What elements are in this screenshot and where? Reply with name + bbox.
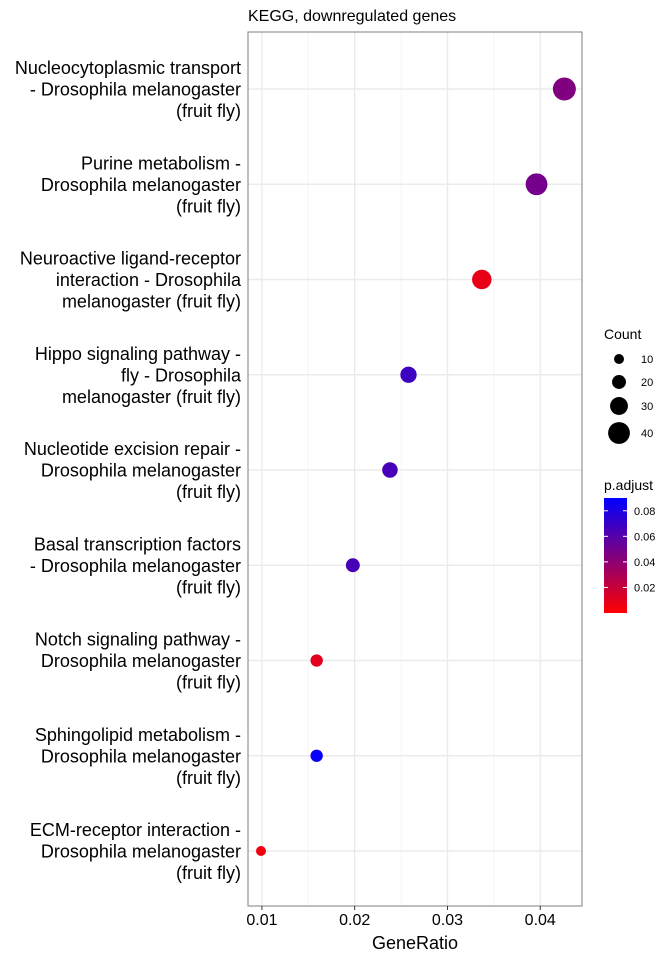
y-tick-label: Purine metabolism -Drosophila melanogast… (41, 153, 241, 216)
data-point (310, 654, 323, 667)
y-tick-label-line: melanogaster (fruit fly) (62, 292, 241, 312)
data-point (255, 846, 266, 856)
x-tick-label: 0.02 (339, 912, 370, 929)
color-legend-label: 0.04 (634, 557, 655, 569)
y-tick-label: ECM-receptor interaction -Drosophila mel… (30, 820, 241, 883)
color-legend-bar (604, 498, 627, 613)
grid-layer (248, 32, 582, 906)
x-tick-label: 0.03 (432, 912, 463, 929)
y-tick-label-line: Drosophila melanogaster (41, 175, 241, 195)
data-point (472, 269, 492, 290)
size-legend-label: 10 (641, 354, 653, 366)
y-tick-label-line: Neuroactive ligand-receptor (20, 249, 241, 269)
y-tick-label: Notch signaling pathway -Drosophila mela… (35, 630, 241, 693)
color-legend-label: 0.08 (634, 506, 655, 518)
y-tick-label: Hippo signaling pathway -fly - Drosophil… (35, 344, 242, 407)
y-tick-label-line: (fruit fly) (176, 577, 241, 597)
y-tick-label-line: Nucleotide excision repair - (24, 439, 241, 459)
y-tick-label-line: - Drosophila melanogaster (30, 80, 241, 100)
x-axis: 0.01 0.02 0.03 0.04 (246, 906, 556, 929)
y-tick-label-line: fly - Drosophila (121, 365, 242, 385)
color-legend-label: 0.06 (634, 531, 655, 543)
y-tick-label: Basal transcription factors - Drosophila … (30, 534, 241, 597)
y-tick-label-line: (fruit fly) (176, 196, 241, 216)
y-tick-label-line: (fruit fly) (176, 768, 241, 788)
size-legend-label: 20 (641, 377, 653, 389)
y-tick-label-line: interaction - Drosophila (56, 270, 242, 290)
y-tick-label-line: Notch signaling pathway - (35, 630, 241, 650)
x-tick-label: 0.04 (525, 912, 556, 929)
y-tick-label: Nucleotide excision repair -Drosophila m… (24, 439, 241, 502)
y-tick-label-line: (fruit fly) (176, 863, 241, 883)
data-point (552, 77, 576, 101)
y-tick-label-line: - Drosophila melanogaster (30, 556, 241, 576)
y-tick-label-line: Drosophila melanogaster (41, 842, 241, 862)
y-tick-label-line: (fruit fly) (176, 482, 241, 502)
y-tick-label: Nucleocytoplasmic transport - Drosophila … (15, 58, 241, 121)
size-legend-title: Count (604, 326, 641, 342)
y-tick-label-line: (fruit fly) (176, 101, 241, 121)
y-tick-label-line: (fruit fly) (176, 673, 241, 693)
data-point (400, 366, 417, 383)
chart-title: KEGG, downregulated genes (248, 8, 456, 25)
color-legend-title: p.adjust (604, 477, 653, 493)
color-legend-label: 0.02 (634, 582, 655, 594)
panel-border (247, 31, 583, 907)
size-legend-label: 40 (641, 428, 653, 440)
y-tick-label-line: ECM-receptor interaction - (30, 820, 241, 840)
size-legend-key (608, 422, 630, 444)
x-axis-title: GeneRatio (372, 933, 458, 953)
y-axis-labels: Nucleocytoplasmic transport - Drosophila … (15, 58, 242, 883)
data-point (345, 558, 360, 573)
size-legend-label: 30 (641, 401, 653, 413)
size-legend-key (612, 375, 626, 389)
y-tick-label-line: Hippo signaling pathway - (35, 344, 241, 364)
x-tick-label: 0.01 (246, 912, 277, 929)
data-point (382, 462, 398, 478)
y-tick-label-line: Purine metabolism - (81, 153, 241, 173)
data-point (525, 173, 548, 196)
y-tick-label: Neuroactive ligand-receptor interaction -… (20, 249, 242, 312)
y-tick-label-line: Sphingolipid metabolism - (35, 725, 241, 745)
data-point (310, 749, 323, 762)
y-tick-label-line: Basal transcription factors (34, 534, 241, 554)
y-tick-label-line: Drosophila melanogaster (41, 461, 241, 481)
size-legend-key (610, 397, 628, 415)
color-legend: p.adjust 0.02 0.04 0.06 0.08 (604, 477, 655, 613)
y-tick-label-line: Nucleocytoplasmic transport (15, 58, 241, 78)
y-tick-label-line: Drosophila melanogaster (41, 651, 241, 671)
points-layer (255, 77, 576, 856)
y-tick-label-line: Drosophila melanogaster (41, 746, 241, 766)
size-legend-key (614, 354, 624, 364)
size-legend: Count 10 20 30 40 (604, 326, 653, 444)
y-tick-label-line: melanogaster (fruit fly) (62, 387, 241, 407)
y-tick-label: Sphingolipid metabolism -Drosophila mela… (35, 725, 241, 788)
